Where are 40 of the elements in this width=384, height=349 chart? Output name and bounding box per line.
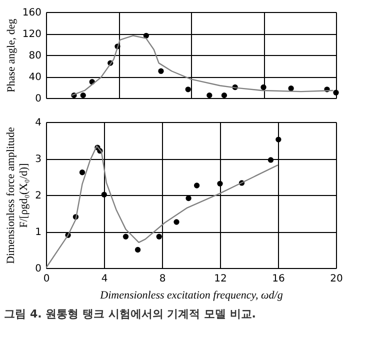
point <box>194 182 200 188</box>
point <box>221 92 228 98</box>
point <box>288 86 294 92</box>
x-axis-title: Dimensionless excitation frequency, ωd/g <box>99 290 284 302</box>
y-tick-label: 0 <box>35 94 42 104</box>
y-axis-title: Dimensionless force amplitude F/[ρgd₀(X₀/d)] <box>5 126 30 264</box>
y-tick-label: 0 <box>35 264 42 274</box>
x-tick-label: 0 <box>43 274 50 284</box>
point <box>174 219 180 225</box>
y-tick-label: 160 <box>22 8 42 18</box>
y-tick-label: 120 <box>22 29 42 40</box>
y-axis-title: Phase angle, deg <box>5 18 18 92</box>
point <box>79 170 86 176</box>
y-tick-label: 40 <box>28 72 42 83</box>
point <box>101 192 107 198</box>
point <box>122 234 129 240</box>
point <box>276 136 282 142</box>
point <box>134 246 141 253</box>
y-tick-label: 1 <box>35 227 42 238</box>
point <box>333 90 339 96</box>
x-tick-label: 8 <box>159 274 166 284</box>
point <box>206 92 212 98</box>
point <box>268 157 274 163</box>
point <box>158 68 164 74</box>
point <box>143 32 150 38</box>
point <box>217 180 223 187</box>
x-tick-label: 4 <box>101 274 108 284</box>
x-tick-label: 16 <box>272 274 285 284</box>
point <box>156 234 162 240</box>
y-tick-label: 3 <box>35 154 42 165</box>
point <box>185 86 191 92</box>
y-tick-label: 80 <box>28 50 42 62</box>
line-series <box>46 145 278 268</box>
point <box>260 84 266 90</box>
x-tick-label: 20 <box>330 274 343 284</box>
y-tick-label: 4 <box>35 118 42 128</box>
caption: 그림 4. 원통형 탱크 시험에서의 기계적 모델 비교. <box>4 308 256 320</box>
y-tick-label: 2 <box>35 190 42 202</box>
x-tick-label: 12 <box>214 274 227 284</box>
point <box>80 92 86 98</box>
